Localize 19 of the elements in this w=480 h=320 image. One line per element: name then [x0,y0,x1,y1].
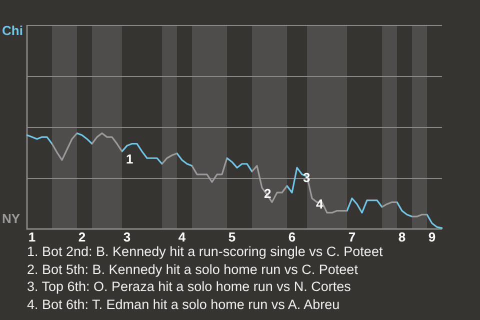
x-tick-label: 8 [398,229,406,244]
text: Chi [2,23,23,38]
x-tick-label: 7 [348,229,356,244]
text: 4. Bot 6th: T. Edman hit a solo home run vs A. Abreu [27,296,341,313]
text: 2. Bot 5th: B. Kennedy hit a solo home run vs C. Poteet [27,260,359,278]
text: NY [2,211,20,226]
annotation: 1 [126,152,134,166]
annotation: 4 [316,196,324,212]
text: 3. Top 6th: O. Peraza hit a solo home run vs N. Cortes [27,278,352,296]
x-tick-label: 2 [78,229,86,244]
x-tick-label: 1 [28,229,36,244]
x-tick-label: 6 [288,229,296,244]
x-tick-label: 3 [123,229,131,244]
x-tick-label: 4 [178,229,186,244]
text: 1. Bot 2nd: B. Kennedy hit a run-scoring single vs C. Poteet [27,243,383,260]
x-tick-label: 9 [428,229,436,244]
annotation: 2 [264,186,272,201]
x-tick-label: 5 [228,229,236,244]
annotation: 3 [303,170,310,185]
